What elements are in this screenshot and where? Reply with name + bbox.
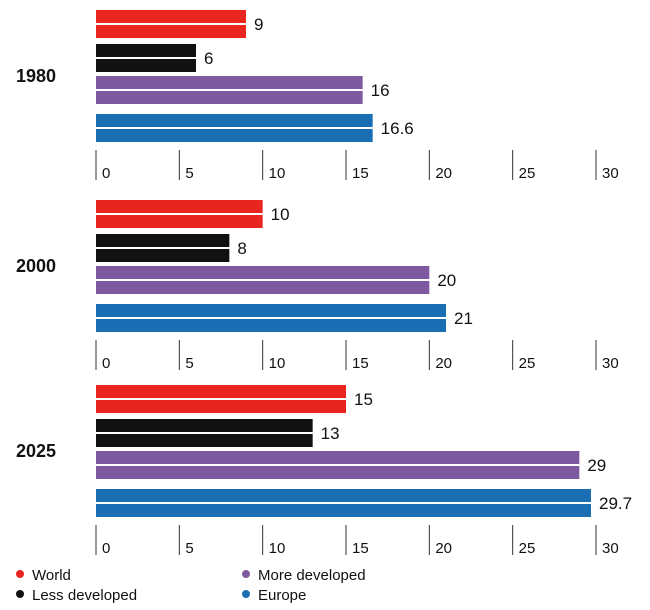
bar-stripe-1980-0	[96, 23, 246, 25]
legend-item-more-developed: More developed	[242, 567, 366, 585]
group-label-2000: 2000	[16, 256, 56, 276]
bar-stripe-2025-1	[96, 432, 313, 434]
legend-label-more-developed: More developed	[258, 567, 366, 584]
legend-item-europe: Europe	[242, 587, 306, 605]
legend-item-world: World	[16, 567, 71, 585]
value-label-2025-0: 15	[354, 390, 373, 409]
bar-stripe-1980-2	[96, 89, 363, 91]
legend-item-less-developed: Less developed	[16, 587, 137, 605]
legend-label-less-developed: Less developed	[32, 587, 138, 604]
tick-label-2000-20: 20	[435, 355, 452, 372]
legend-label-europe: Europe	[258, 587, 307, 604]
bar-stripe-2025-0	[96, 398, 346, 400]
bar-stripe-2000-1	[96, 247, 230, 249]
tick-label-2000-25: 25	[519, 355, 536, 372]
bar-stripe-2025-3	[96, 502, 591, 504]
legend-dot-world	[16, 570, 24, 578]
tick-label-2000-15: 15	[352, 355, 369, 372]
bar-stripe-1980-1	[96, 57, 196, 59]
tick-label-1980-10: 10	[269, 165, 286, 182]
value-label-2000-1: 8	[237, 239, 246, 258]
value-label-1980-1: 6	[204, 49, 213, 68]
tick-label-1980-0: 0	[102, 165, 110, 182]
tick-label-2025-0: 0	[102, 540, 110, 557]
bar-stripe-2000-0	[96, 213, 263, 215]
tick-label-1980-5: 5	[185, 165, 193, 182]
bar-stripe-2000-2	[96, 279, 430, 281]
tick-label-2000-30: 30	[602, 355, 619, 372]
tick-label-2025-15: 15	[352, 540, 369, 557]
legend: World Less developed More developed Euro…	[16, 567, 636, 609]
tick-label-2000-0: 0	[102, 355, 110, 372]
value-label-2000-3: 21	[454, 309, 473, 328]
legend-label-world: World	[32, 567, 71, 584]
legend-dot-more-developed	[242, 570, 250, 578]
tick-label-1980-15: 15	[352, 165, 369, 182]
bar-stripe-2025-2	[96, 464, 580, 466]
group-label-2025: 2025	[16, 441, 56, 461]
tick-label-2000-10: 10	[269, 355, 286, 372]
value-label-1980-3: 16.6	[381, 119, 414, 138]
tick-label-1980-25: 25	[519, 165, 536, 182]
bar-stripe-1980-3	[96, 127, 373, 129]
tick-label-1980-30: 30	[602, 165, 619, 182]
tick-label-2025-30: 30	[602, 540, 619, 557]
value-label-2025-3: 29.7	[599, 494, 632, 513]
tick-label-1980-20: 20	[435, 165, 452, 182]
value-label-2025-1: 13	[321, 424, 340, 443]
value-label-1980-2: 16	[371, 81, 390, 100]
tick-label-2025-5: 5	[185, 540, 193, 557]
value-label-2025-2: 29	[587, 456, 606, 475]
tick-label-2025-10: 10	[269, 540, 286, 557]
tick-label-2025-25: 25	[519, 540, 536, 557]
legend-dot-less-developed	[16, 590, 24, 598]
bar-stripe-2000-3	[96, 317, 446, 319]
value-label-2000-0: 10	[271, 205, 290, 224]
tick-label-2000-5: 5	[185, 355, 193, 372]
legend-dot-europe	[242, 590, 250, 598]
value-label-1980-0: 9	[254, 15, 263, 34]
value-label-2000-2: 20	[437, 271, 456, 290]
tick-label-2025-20: 20	[435, 540, 452, 557]
group-label-1980: 1980	[16, 66, 56, 86]
